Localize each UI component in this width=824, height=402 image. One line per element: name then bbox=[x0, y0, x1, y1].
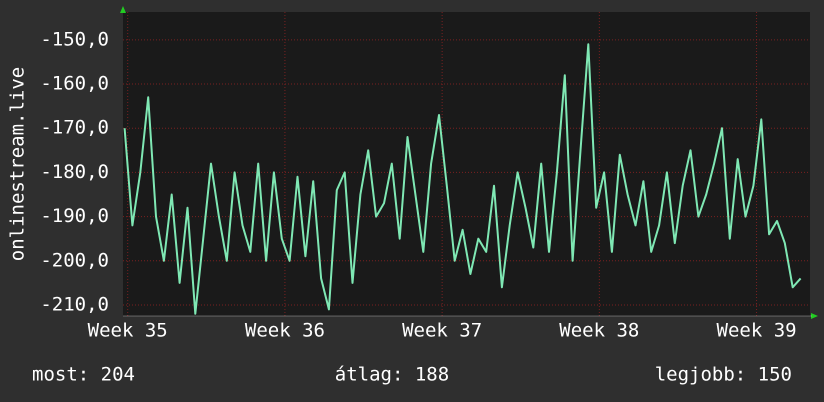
x-tick-label: Week 38 bbox=[559, 320, 639, 342]
x-tick-label: Week 39 bbox=[717, 320, 797, 342]
axis-arrow bbox=[811, 313, 818, 319]
y-tick-label: -190,0 bbox=[40, 205, 109, 227]
y-tick-label: -200,0 bbox=[40, 249, 109, 271]
stat-current: most: 204 bbox=[32, 364, 135, 386]
x-tick-label: Week 35 bbox=[88, 320, 168, 342]
stat-average: átlag: 188 bbox=[335, 364, 449, 386]
y-tick-label: -160,0 bbox=[40, 73, 109, 95]
y-tick-label: -210,0 bbox=[40, 293, 109, 315]
grid bbox=[123, 12, 810, 316]
y-axis-label: onlinestream.live bbox=[7, 67, 29, 261]
stat-best: legjobb: 150 bbox=[655, 364, 792, 386]
y-tick-label: -170,0 bbox=[40, 117, 109, 139]
y-tick-label: -180,0 bbox=[40, 161, 109, 183]
data-line bbox=[123, 43, 802, 315]
axis-arrow bbox=[120, 6, 126, 13]
plot-area bbox=[123, 12, 810, 316]
x-tick-label: Week 37 bbox=[402, 320, 482, 342]
x-tick-label: Week 36 bbox=[245, 320, 325, 342]
y-tick-label: -150,0 bbox=[40, 28, 109, 50]
